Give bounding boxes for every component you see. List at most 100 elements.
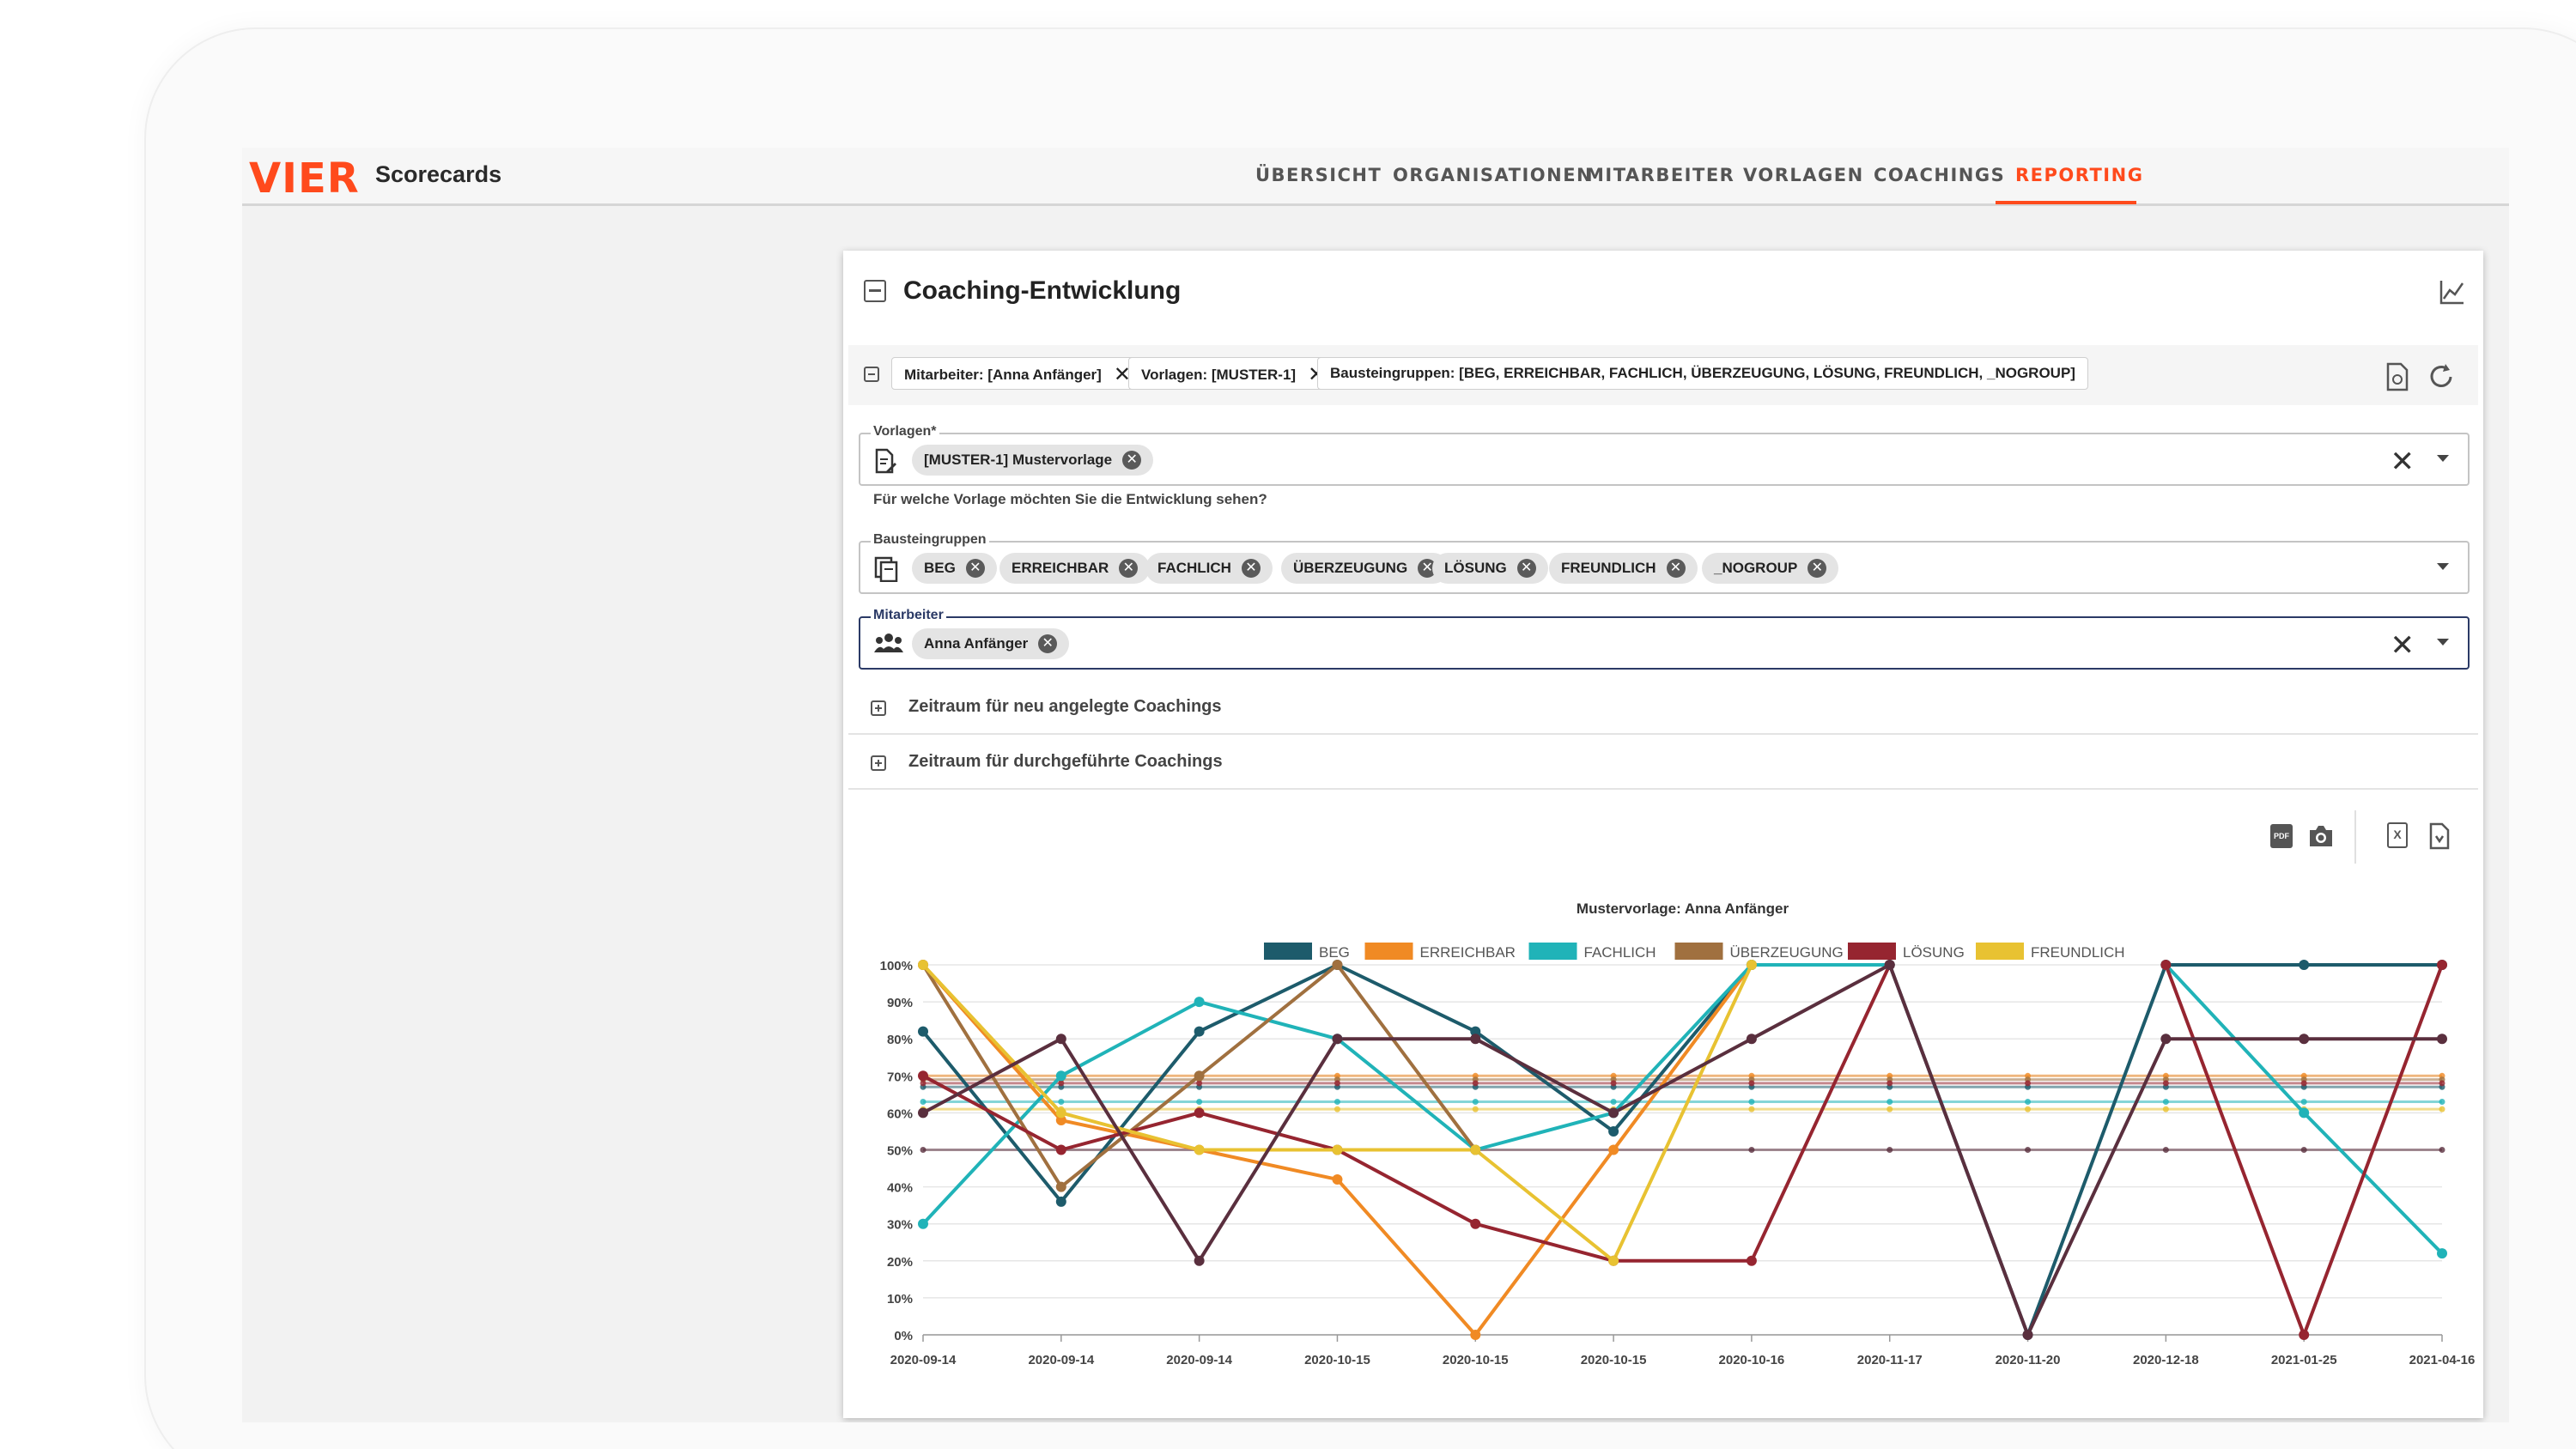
data-point [1332, 1034, 1343, 1045]
pdf-icon[interactable]: PDF [2270, 824, 2293, 848]
collapse-card-icon[interactable] [864, 280, 886, 302]
y-tick-label: 10% [887, 1292, 913, 1307]
data-point [1055, 1144, 1066, 1155]
data-point [1194, 1255, 1205, 1266]
average-point [1748, 1080, 1755, 1087]
nav-uebersicht[interactable]: ÜBERSICHT [1255, 165, 1382, 185]
legend-label: FACHLICH [1584, 944, 1656, 961]
remove-tag-icon[interactable]: ✕ [1807, 559, 1827, 578]
line-chart-icon[interactable] [2439, 278, 2466, 306]
average-point [1886, 1106, 1893, 1113]
data-point [1746, 1034, 1757, 1045]
accordion-neu-angelegt[interactable]: Zeitraum für neu angelegte Coachings [848, 680, 2478, 735]
tag-label: [MUSTER-1] Mustervorlage [924, 452, 1113, 468]
bausteingruppe-tag: ERREICHBAR ✕ [999, 553, 1151, 584]
y-tick-label: 20% [887, 1255, 913, 1270]
close-icon[interactable]: ✕ [1113, 363, 1131, 386]
vorlagen-tag: [MUSTER-1] Mustervorlage ✕ [912, 445, 1154, 476]
document-icon[interactable] [2428, 822, 2451, 850]
y-tick-label: 100% [880, 959, 913, 973]
expand-icon[interactable] [871, 755, 886, 771]
mitarbeiter-label: Mitarbeiter [871, 608, 946, 623]
clear-selection-icon[interactable]: ✕ [2390, 629, 2415, 662]
average-point [1472, 1098, 1479, 1105]
clear-selection-icon[interactable]: ✕ [2390, 446, 2415, 478]
nav-mitarbeiter[interactable]: MITARBEITER [1586, 165, 1735, 185]
data-point [1055, 1181, 1066, 1192]
people-icon [874, 634, 903, 652]
data-point [1470, 1144, 1481, 1155]
collapse-filters-icon[interactable] [864, 367, 879, 382]
remove-tag-icon[interactable]: ✕ [1418, 559, 1437, 578]
nav-reporting[interactable]: REPORTING [2015, 165, 2144, 185]
accordion-durchgefuehrt[interactable]: Zeitraum für durchgeführte Coachings [848, 735, 2478, 790]
data-point [1332, 1144, 1343, 1155]
average-point [1196, 1098, 1203, 1105]
remove-tag-icon[interactable]: ✕ [1241, 559, 1261, 578]
tag-label: BEG [924, 560, 956, 576]
x-tick-label: 2020-09-14 [1028, 1353, 1094, 1367]
data-point [2299, 960, 2310, 970]
data-point [1470, 1026, 1481, 1037]
excel-file-icon[interactable]: X [2387, 822, 2408, 848]
chart-title: Mustervorlage: Anna Anfänger [1577, 900, 1789, 917]
remove-tag-icon[interactable]: ✕ [1666, 559, 1686, 578]
tag-label: ÜBERZEUGUNG [1293, 560, 1408, 576]
mitarbeiter-select[interactable]: Mitarbeiter Anna Anfänger ✕ ✕ [859, 608, 2470, 670]
refresh-icon[interactable] [2427, 362, 2456, 391]
legend-label: BEG [1319, 944, 1350, 961]
card-title: Coaching-Entwicklung [903, 276, 1182, 305]
average-point [2025, 1147, 2032, 1153]
series-line [921, 963, 2442, 1337]
dropdown-caret-icon[interactable] [2437, 563, 2449, 570]
data-point [1055, 1196, 1066, 1207]
average-point [1886, 1098, 1893, 1105]
average-point [2300, 1080, 2307, 1087]
dropdown-caret-icon[interactable] [2437, 455, 2449, 462]
average-point [1472, 1106, 1479, 1113]
x-tick-label: 2020-09-14 [1166, 1353, 1232, 1367]
data-point [1884, 960, 1895, 970]
nav-vorlagen[interactable]: VORLAGEN [1743, 165, 1864, 185]
tag-label: ERREICHBAR [1012, 560, 1109, 576]
remove-tag-icon[interactable]: ✕ [1516, 559, 1536, 578]
y-tick-label: 0% [894, 1329, 913, 1343]
average-point [1748, 1098, 1755, 1105]
app-name: Scorecards [375, 161, 502, 187]
template-edit-icon [875, 448, 896, 474]
remove-tag-icon[interactable]: ✕ [1038, 634, 1058, 653]
data-point [1470, 1330, 1481, 1340]
dropdown-caret-icon[interactable] [2437, 639, 2449, 646]
legend-swatch [1674, 943, 1723, 960]
legend-label: LÖSUNG [1903, 944, 1965, 961]
camera-icon[interactable] [2308, 824, 2334, 848]
average-point [2439, 1098, 2445, 1105]
group-copy-icon [874, 556, 898, 582]
coaching-development-card: Coaching-Entwicklung Mitarbeiter: [Anna … [843, 251, 2483, 1418]
vorlagen-label: Vorlagen* [871, 424, 939, 440]
average-point [1886, 1147, 1893, 1153]
data-point [1608, 1255, 1619, 1266]
vorlagen-select[interactable]: Vorlagen* [MUSTER-1] Mustervorlage ✕ ✕ [859, 424, 2470, 486]
data-point [2160, 960, 2172, 970]
vier-logo[interactable]: VIER [249, 155, 360, 203]
data-point [2022, 1330, 2033, 1340]
x-tick-label: 2020-10-16 [1719, 1353, 1785, 1367]
average-point [1610, 1098, 1617, 1105]
legend-swatch [1528, 943, 1577, 960]
data-point [2437, 960, 2447, 970]
data-point [1055, 1034, 1066, 1045]
data-point [2299, 1107, 2310, 1119]
x-tick-label: 2020-11-20 [1996, 1353, 2061, 1367]
nav-organisationen[interactable]: ORGANISATIONEN [1393, 165, 1594, 185]
y-tick-label: 60% [887, 1106, 913, 1121]
save-filter-icon[interactable] [2385, 362, 2409, 391]
nav-coachings[interactable]: COACHINGS [1874, 165, 2006, 185]
remove-tag-icon[interactable]: ✕ [1122, 451, 1142, 470]
remove-tag-icon[interactable]: ✕ [965, 559, 985, 578]
average-point [2162, 1106, 2169, 1113]
remove-tag-icon[interactable]: ✕ [1119, 559, 1139, 578]
expand-icon[interactable] [871, 700, 886, 716]
bausteingruppen-select[interactable]: Bausteingruppen BEG ✕ ERREICHBAR ✕ FACHLIC… [859, 532, 2470, 594]
data-point [1608, 1144, 1619, 1155]
